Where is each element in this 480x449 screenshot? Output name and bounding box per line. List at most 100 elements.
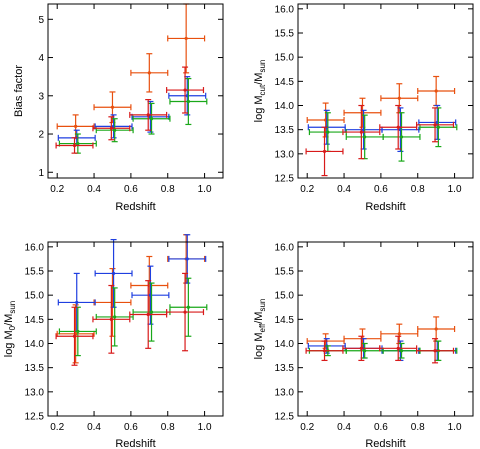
x-tick-label: 1.0 [448,422,462,433]
y-tick-label: 14.5 [275,77,295,88]
point-marker [396,346,400,350]
blue-data-point [418,104,457,140]
point-marker [433,349,437,353]
orange-data-point [417,75,456,107]
point-marker [72,334,77,338]
orange-data-point [343,97,382,128]
red-data-point [92,116,131,141]
green-data-point [95,287,134,347]
point-marker [183,310,187,314]
red-data-point [416,107,455,143]
blue-data-point [131,100,170,133]
y-tick-label: 15.5 [25,267,45,278]
blue-data-point [131,265,170,325]
blue-data-point [344,109,383,150]
red-data-point [129,99,168,131]
x-tick-label: 1.0 [198,422,212,433]
panel-m-0: 0.2 0.4 0.6 0.8 1.0 12.5 13.0 13.5 14.0 14.5 15.0 1… [3,234,224,449]
point-marker [434,327,438,331]
panel-m-eff: 0.2 0.4 0.6 0.8 1.0 12.5 13.0 13.5 14.0 14.5 15.0 1… [253,241,474,449]
m-cut-x-axis-title: Redshift [365,201,405,213]
point-marker [113,315,117,319]
x-tick-label: 0.4 [87,422,101,433]
point-marker [183,88,187,92]
point-marker [109,317,113,321]
point-marker [72,143,77,148]
red-data-point [342,335,381,362]
x-tick-label: 0.6 [374,184,388,195]
m-cut-marks: 0.2 0.4 0.6 0.8 1.0 12.5 13.0 13.5 14.0 14.5 15.0 1… [275,4,473,195]
point-marker [184,36,188,41]
m-eff-marks: 0.2 0.4 0.6 0.8 1.0 12.5 13.0 13.5 14.0 14.5 15.0 1… [275,242,473,433]
green-data-point [345,114,384,160]
point-marker [113,128,117,132]
point-marker [74,124,78,128]
y-tick-label: 13.5 [25,363,45,374]
y-tick-label: 13.0 [275,149,295,160]
point-marker [109,126,113,130]
x-tick-label: 0.8 [161,422,175,433]
y-tick-label: 14.0 [275,339,295,350]
m-0-y-axis-title: log M0/Msun [3,301,17,358]
m-0-x-axis-title: Redshift [115,438,155,449]
green-data-point [95,118,134,143]
point-marker [149,310,154,314]
red-data-point [55,137,94,154]
point-marker [436,125,440,129]
y-tick-label: 1 [38,168,44,179]
blue-data-point [381,107,420,153]
m-0-marks: 0.2 0.4 0.6 0.8 1.0 12.5 13.0 13.5 14.0 14.5 15.0 1… [25,234,223,433]
red-data-point [55,306,94,366]
y-tick-label: 13.5 [275,125,295,136]
m-eff-x-axis-title: Redshift [365,438,405,449]
blue-data-point [168,76,207,116]
y-tick-label: 15.0 [25,291,45,302]
green-data-point [169,77,208,126]
y-tick-label: 15.0 [275,53,295,64]
red-data-point [379,104,418,150]
red-data-point [305,126,344,177]
x-tick-label: 0.2 [300,422,314,433]
green-data-point [345,342,384,359]
x-tick-label: 1.0 [448,184,462,195]
point-marker [75,300,79,305]
blue-data-point [168,234,207,284]
point-marker [149,117,154,121]
point-marker [359,346,363,350]
point-marker [397,96,401,100]
x-tick-label: 0.2 [50,422,64,433]
red-data-point [379,335,418,362]
x-tick-label: 0.6 [124,422,138,433]
x-tick-label: 0.6 [374,422,388,433]
x-tick-label: 0.8 [161,184,175,195]
x-tick-label: 0.8 [411,422,425,433]
point-marker [76,141,80,146]
orange-data-point [130,53,169,93]
m-eff-frame [297,241,474,417]
red-data-point [166,66,205,114]
y-tick-label: 14.5 [275,315,295,326]
point-marker [363,135,367,139]
point-marker [76,329,80,334]
x-tick-label: 0.8 [411,184,425,195]
red-data-point [129,280,168,349]
green-data-point [419,107,458,148]
red-data-point [305,340,344,362]
x-tick-label: 0.4 [337,184,351,195]
y-tick-label: 14.0 [275,101,295,112]
orange-data-point [93,267,132,337]
blue-data-point [94,238,133,308]
y-tick-label: 14.5 [25,315,45,326]
red-data-point [416,338,455,364]
point-marker [434,89,438,93]
y-tick-label: 12.5 [25,412,45,423]
bias-factor-x-axis-title: Redshift [115,201,155,213]
x-tick-label: 1.0 [198,184,212,195]
x-tick-label: 0.2 [50,184,64,195]
point-marker [186,305,190,309]
bias-factor-marks: 0.2 0.4 0.6 0.8 1.0 1 2 3 4 5 [38,3,223,195]
y-tick-label: 14.0 [25,339,45,350]
orange-data-point [417,316,456,342]
point-marker [146,312,150,317]
